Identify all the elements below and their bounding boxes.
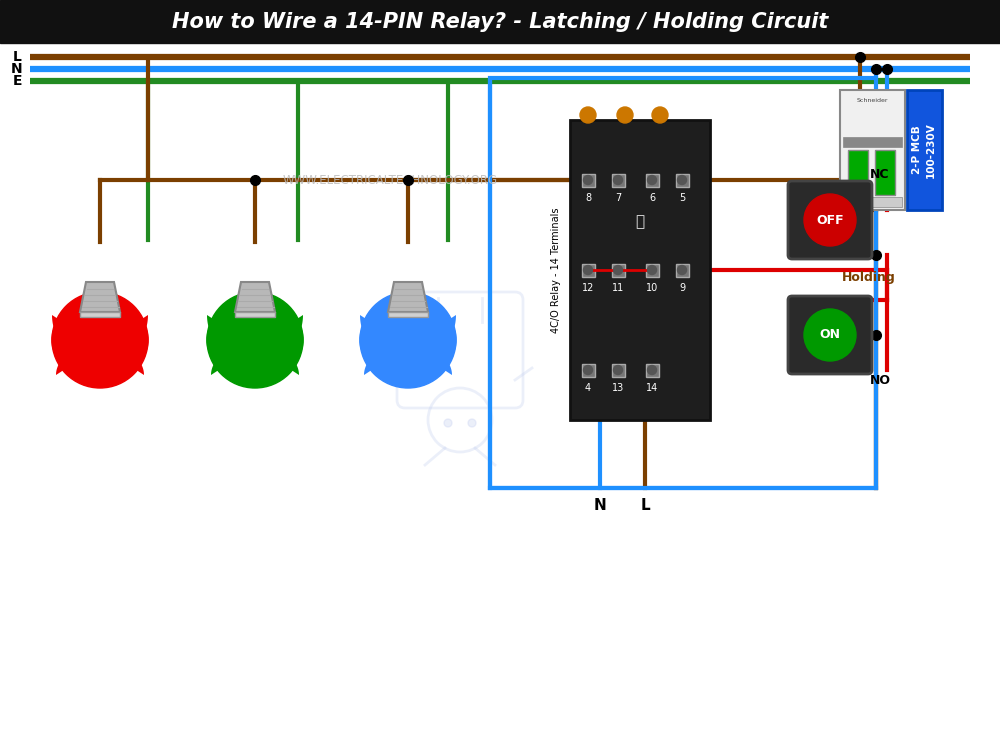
Bar — [570, 120, 710, 420]
Circle shape — [584, 365, 592, 374]
Circle shape — [678, 176, 686, 184]
Text: 💡: 💡 — [635, 214, 645, 230]
Text: 6: 6 — [649, 193, 655, 203]
Bar — [840, 90, 905, 210]
Text: L: L — [13, 50, 21, 64]
Polygon shape — [80, 312, 120, 317]
Circle shape — [614, 176, 622, 184]
Polygon shape — [235, 312, 275, 317]
Bar — [612, 173, 624, 187]
Circle shape — [804, 309, 856, 361]
Circle shape — [468, 419, 476, 427]
Bar — [875, 150, 895, 195]
Ellipse shape — [52, 300, 148, 380]
Text: NC: NC — [870, 169, 890, 182]
Text: How to Wire a 14-PIN Relay? - Latching / Holding Circuit: How to Wire a 14-PIN Relay? - Latching /… — [172, 12, 828, 32]
Bar — [907, 90, 942, 210]
Text: 7: 7 — [615, 193, 621, 203]
Bar — [848, 150, 868, 195]
Text: E: E — [12, 74, 22, 88]
Text: 9: 9 — [679, 283, 685, 293]
Circle shape — [648, 266, 656, 274]
Text: 5: 5 — [679, 193, 685, 203]
Ellipse shape — [207, 300, 303, 380]
Bar — [612, 263, 624, 277]
Circle shape — [804, 194, 856, 246]
Circle shape — [444, 419, 452, 427]
Text: 13: 13 — [612, 383, 624, 393]
Circle shape — [652, 107, 668, 123]
Circle shape — [648, 176, 656, 184]
Circle shape — [617, 107, 633, 123]
Bar — [0, 0, 1000, 43]
Bar — [646, 173, 658, 187]
Text: Holding: Holding — [842, 271, 896, 284]
Polygon shape — [235, 282, 275, 312]
Circle shape — [648, 365, 656, 374]
Bar — [843, 137, 902, 147]
Text: 4C/O Relay - 14 Terminals: 4C/O Relay - 14 Terminals — [551, 207, 561, 333]
Circle shape — [584, 266, 592, 274]
Bar — [676, 263, 688, 277]
Circle shape — [584, 176, 592, 184]
Text: 2-P MCB
100-230V: 2-P MCB 100-230V — [912, 122, 936, 178]
Polygon shape — [360, 315, 456, 375]
Bar — [490, 78, 876, 488]
Bar — [582, 173, 594, 187]
Text: ON: ON — [820, 328, 840, 341]
Circle shape — [580, 107, 596, 123]
Circle shape — [614, 266, 622, 274]
Bar — [646, 364, 658, 376]
Circle shape — [614, 365, 622, 374]
Circle shape — [207, 292, 303, 388]
Bar — [582, 364, 594, 376]
Polygon shape — [52, 315, 148, 375]
Bar — [843, 197, 902, 207]
Polygon shape — [207, 315, 303, 375]
Text: 12: 12 — [582, 283, 594, 293]
Circle shape — [678, 266, 686, 274]
Polygon shape — [388, 282, 428, 312]
Text: L: L — [640, 499, 650, 514]
Circle shape — [360, 292, 456, 388]
Text: 4: 4 — [585, 383, 591, 393]
Text: WWW.ELECTRICALTECHNOLOGY.ORG: WWW.ELECTRICALTECHNOLOGY.ORG — [282, 173, 498, 187]
Text: Schneider: Schneider — [857, 98, 888, 103]
FancyBboxPatch shape — [788, 296, 872, 374]
Bar — [676, 173, 688, 187]
Text: 14: 14 — [646, 383, 658, 393]
Polygon shape — [388, 312, 428, 317]
Ellipse shape — [360, 300, 456, 380]
Text: NO: NO — [870, 374, 891, 386]
Circle shape — [52, 292, 148, 388]
Text: OFF: OFF — [816, 214, 844, 226]
Text: N: N — [594, 499, 606, 514]
Polygon shape — [80, 282, 120, 312]
Bar — [612, 364, 624, 376]
Bar — [646, 263, 658, 277]
Text: N: N — [11, 62, 23, 76]
Text: 10: 10 — [646, 283, 658, 293]
Text: 11: 11 — [612, 283, 624, 293]
FancyBboxPatch shape — [788, 181, 872, 259]
Bar — [582, 263, 594, 277]
Text: 8: 8 — [585, 193, 591, 203]
